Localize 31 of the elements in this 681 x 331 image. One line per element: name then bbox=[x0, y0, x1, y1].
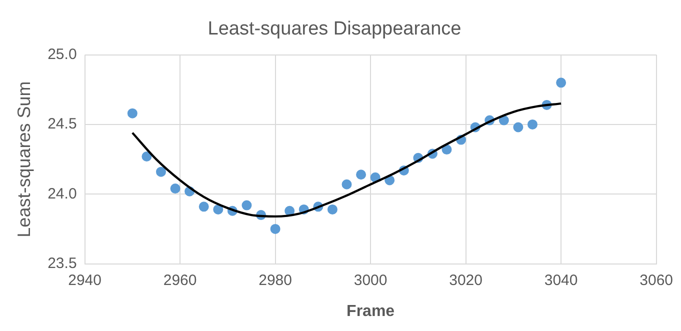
point bbox=[198, 202, 209, 212]
point bbox=[242, 200, 252, 210]
y-axis-title: Least-squares Sum bbox=[14, 81, 34, 238]
x-tick-label: 3000 bbox=[354, 272, 388, 289]
point bbox=[142, 152, 152, 162]
point bbox=[270, 224, 280, 234]
point bbox=[556, 78, 566, 88]
point bbox=[213, 204, 224, 214]
x-tick-label: 3040 bbox=[544, 272, 578, 289]
x-tick-label: 3060 bbox=[640, 272, 674, 289]
point bbox=[513, 122, 524, 132]
point bbox=[356, 170, 366, 180]
line-series bbox=[131, 102, 562, 218]
point bbox=[527, 119, 538, 130]
x-tick-label: 3020 bbox=[449, 272, 482, 289]
point bbox=[442, 144, 452, 155]
point bbox=[156, 166, 166, 177]
point bbox=[170, 184, 180, 194]
y-tick-label: 24.5 bbox=[48, 116, 77, 133]
x-axis-title: Frame bbox=[346, 302, 395, 320]
chart-title: Least-squares Disappearance bbox=[208, 18, 462, 40]
x-tick-label: 2940 bbox=[68, 272, 102, 289]
x-tick-label: 2980 bbox=[258, 272, 292, 289]
point bbox=[342, 179, 352, 190]
y-tick-label: 25.0 bbox=[48, 46, 77, 63]
point bbox=[127, 108, 138, 118]
point bbox=[327, 204, 338, 214]
y-tick-label: 23.5 bbox=[48, 254, 77, 272]
point bbox=[498, 115, 509, 126]
y-tick-label: 24.0 bbox=[48, 185, 77, 202]
x-tick-label: 2960 bbox=[163, 272, 197, 289]
